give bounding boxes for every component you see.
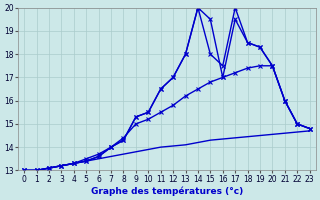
X-axis label: Graphe des températures (°c): Graphe des températures (°c) <box>91 186 243 196</box>
